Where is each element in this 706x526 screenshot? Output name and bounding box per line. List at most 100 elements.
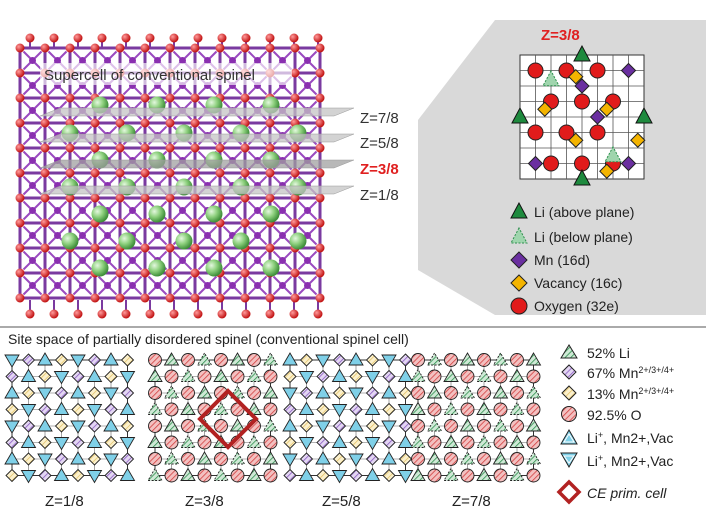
panel-mn-diamond bbox=[332, 419, 347, 433]
inset-legend: Li (above plane) Li (below plane) Mn (16… bbox=[510, 201, 634, 315]
panel-oxygen-circle bbox=[181, 386, 195, 400]
panel-oxygen-circle bbox=[427, 435, 442, 450]
panel-oxygen-circle bbox=[460, 369, 475, 384]
panel-oxygen-circle bbox=[427, 468, 442, 483]
panel-cyan-down-triangle bbox=[397, 404, 414, 418]
crystal-mn-atom bbox=[279, 232, 286, 239]
panel-cyan-up-triangle bbox=[348, 418, 364, 432]
panel-cyan-down-triangle bbox=[20, 404, 37, 418]
crystal-oxygen-atom bbox=[15, 143, 25, 153]
crystal-oxygen-atom bbox=[90, 193, 100, 203]
crystal-mn-atom bbox=[304, 82, 311, 89]
panel-mn-diamond bbox=[332, 353, 347, 367]
crystal-oxygen-atom bbox=[73, 309, 83, 319]
panel-li-triangle bbox=[163, 385, 180, 399]
panel-cyan-down-triangle bbox=[282, 387, 298, 401]
crystal-oxygen-atom bbox=[315, 68, 325, 78]
crystal-oxygen-atom bbox=[165, 193, 175, 203]
panel-cyan-up-triangle bbox=[397, 434, 414, 448]
legend-li-above: Li (above plane) bbox=[534, 204, 634, 220]
panel-oxygen-circle bbox=[493, 468, 508, 483]
crystal-mn-atom bbox=[254, 207, 261, 214]
crystal-mn-atom bbox=[104, 57, 111, 64]
legend-li-below: Li (below plane) bbox=[534, 229, 633, 245]
panel-cyan-down-triangle bbox=[53, 437, 70, 451]
panel-mn-minor-diamond bbox=[71, 402, 85, 417]
panel-li-triangle bbox=[476, 401, 492, 415]
crystal-oxygen-atom bbox=[15, 118, 25, 128]
panel-oxygen-circle bbox=[197, 435, 212, 450]
panel-cyan-down-triangle bbox=[86, 470, 103, 484]
crystal-oxygen-atom bbox=[190, 43, 200, 53]
panel-mn-diamond bbox=[349, 402, 363, 417]
panel-li-triangle bbox=[410, 401, 426, 415]
panel-cyan-down-triangle bbox=[103, 387, 119, 401]
panel-label-z18: Z=1/8 bbox=[45, 493, 84, 510]
crystal-mn-atom bbox=[179, 257, 186, 264]
panel-mn-minor-diamond bbox=[349, 369, 363, 384]
panel-mn-minor-diamond bbox=[382, 402, 396, 417]
crystal-oxygen-atom bbox=[165, 168, 175, 178]
crystal-mn-atom bbox=[29, 182, 36, 189]
crystal-li-atom bbox=[262, 205, 280, 223]
panel-mn-diamond bbox=[21, 419, 36, 433]
panel-li-triangle bbox=[196, 451, 213, 465]
crystal-mn-atom bbox=[204, 232, 211, 239]
crystal-oxygen-atom bbox=[315, 168, 325, 178]
panel-mn-diamond bbox=[398, 419, 413, 433]
legend-triangle-icon-li-below bbox=[510, 226, 528, 244]
crystal-oxygen-atom bbox=[65, 143, 75, 153]
crystal-oxygen-atom bbox=[290, 43, 300, 53]
panel-cyan-up-triangle bbox=[20, 368, 37, 382]
panel-mn-minor-diamond bbox=[398, 452, 413, 466]
crystal-mn-atom bbox=[254, 282, 261, 289]
panel-li-triangle bbox=[229, 352, 246, 366]
panel-li-triangle bbox=[246, 467, 262, 481]
crystal-li-atom bbox=[148, 205, 166, 223]
crystal-mn-atom bbox=[29, 232, 36, 239]
panel-cyan-up-triangle bbox=[20, 434, 37, 448]
panel-li-triangle bbox=[443, 368, 459, 382]
panel-oxygen-circle bbox=[148, 386, 162, 400]
panel-li-triangle bbox=[163, 451, 180, 465]
crystal-oxygen-atom bbox=[15, 93, 25, 103]
crystal-mn-atom bbox=[279, 57, 286, 64]
panel-mn-diamond bbox=[54, 452, 69, 466]
panel-li-triangle bbox=[147, 368, 163, 382]
layer-label-z58: Z=5/8 bbox=[360, 135, 399, 152]
crystal-mn-atom bbox=[304, 57, 311, 64]
crystal-oxygen-atom bbox=[289, 33, 299, 43]
panel-li-triangle bbox=[229, 418, 246, 432]
crystal-oxygen-atom bbox=[40, 93, 50, 103]
crystal-mn-atom bbox=[154, 232, 161, 239]
crystal-oxygen-atom bbox=[313, 309, 323, 319]
panel-z38 bbox=[147, 352, 279, 483]
panel-oxygen-circle bbox=[444, 452, 458, 466]
panel-cyan-up-triangle bbox=[119, 467, 136, 481]
panel-cyan-down-triangle bbox=[103, 453, 119, 467]
layer-plane bbox=[39, 185, 355, 195]
crystal-mn-atom bbox=[229, 257, 236, 264]
panel-oxygen-circle bbox=[197, 369, 212, 384]
crystal-mn-atom bbox=[54, 282, 61, 289]
crystal-mn-atom bbox=[29, 207, 36, 214]
crystal-mn-atom bbox=[29, 257, 36, 264]
crystal-li-atom bbox=[205, 205, 223, 223]
panel-oxygen-circle bbox=[493, 402, 508, 417]
panel-li-triangle bbox=[525, 352, 542, 366]
crystal-oxygen-atom bbox=[15, 268, 25, 278]
legend-li-mn-vac-down: Li+, Mn2+,Vac bbox=[587, 453, 673, 469]
inset-vacancy-diamond bbox=[537, 101, 553, 117]
legend-diamond-icon-mn bbox=[510, 251, 528, 269]
panel-mn-minor-diamond bbox=[54, 353, 69, 367]
panel-li-triangle bbox=[426, 418, 443, 432]
panel-cyan-up-triangle bbox=[397, 368, 414, 382]
panel-oxygen-circle bbox=[526, 402, 541, 417]
panel-cyan-down-triangle bbox=[381, 420, 397, 434]
panel-cyan-down-triangle bbox=[364, 437, 381, 451]
panel-cyan-down-triangle bbox=[282, 453, 298, 467]
panel-cyan-down-triangle bbox=[348, 453, 364, 467]
crystal-oxygen-atom bbox=[115, 43, 125, 53]
inset-mn-diamond bbox=[589, 109, 606, 125]
panel-mn-diamond bbox=[104, 468, 118, 483]
